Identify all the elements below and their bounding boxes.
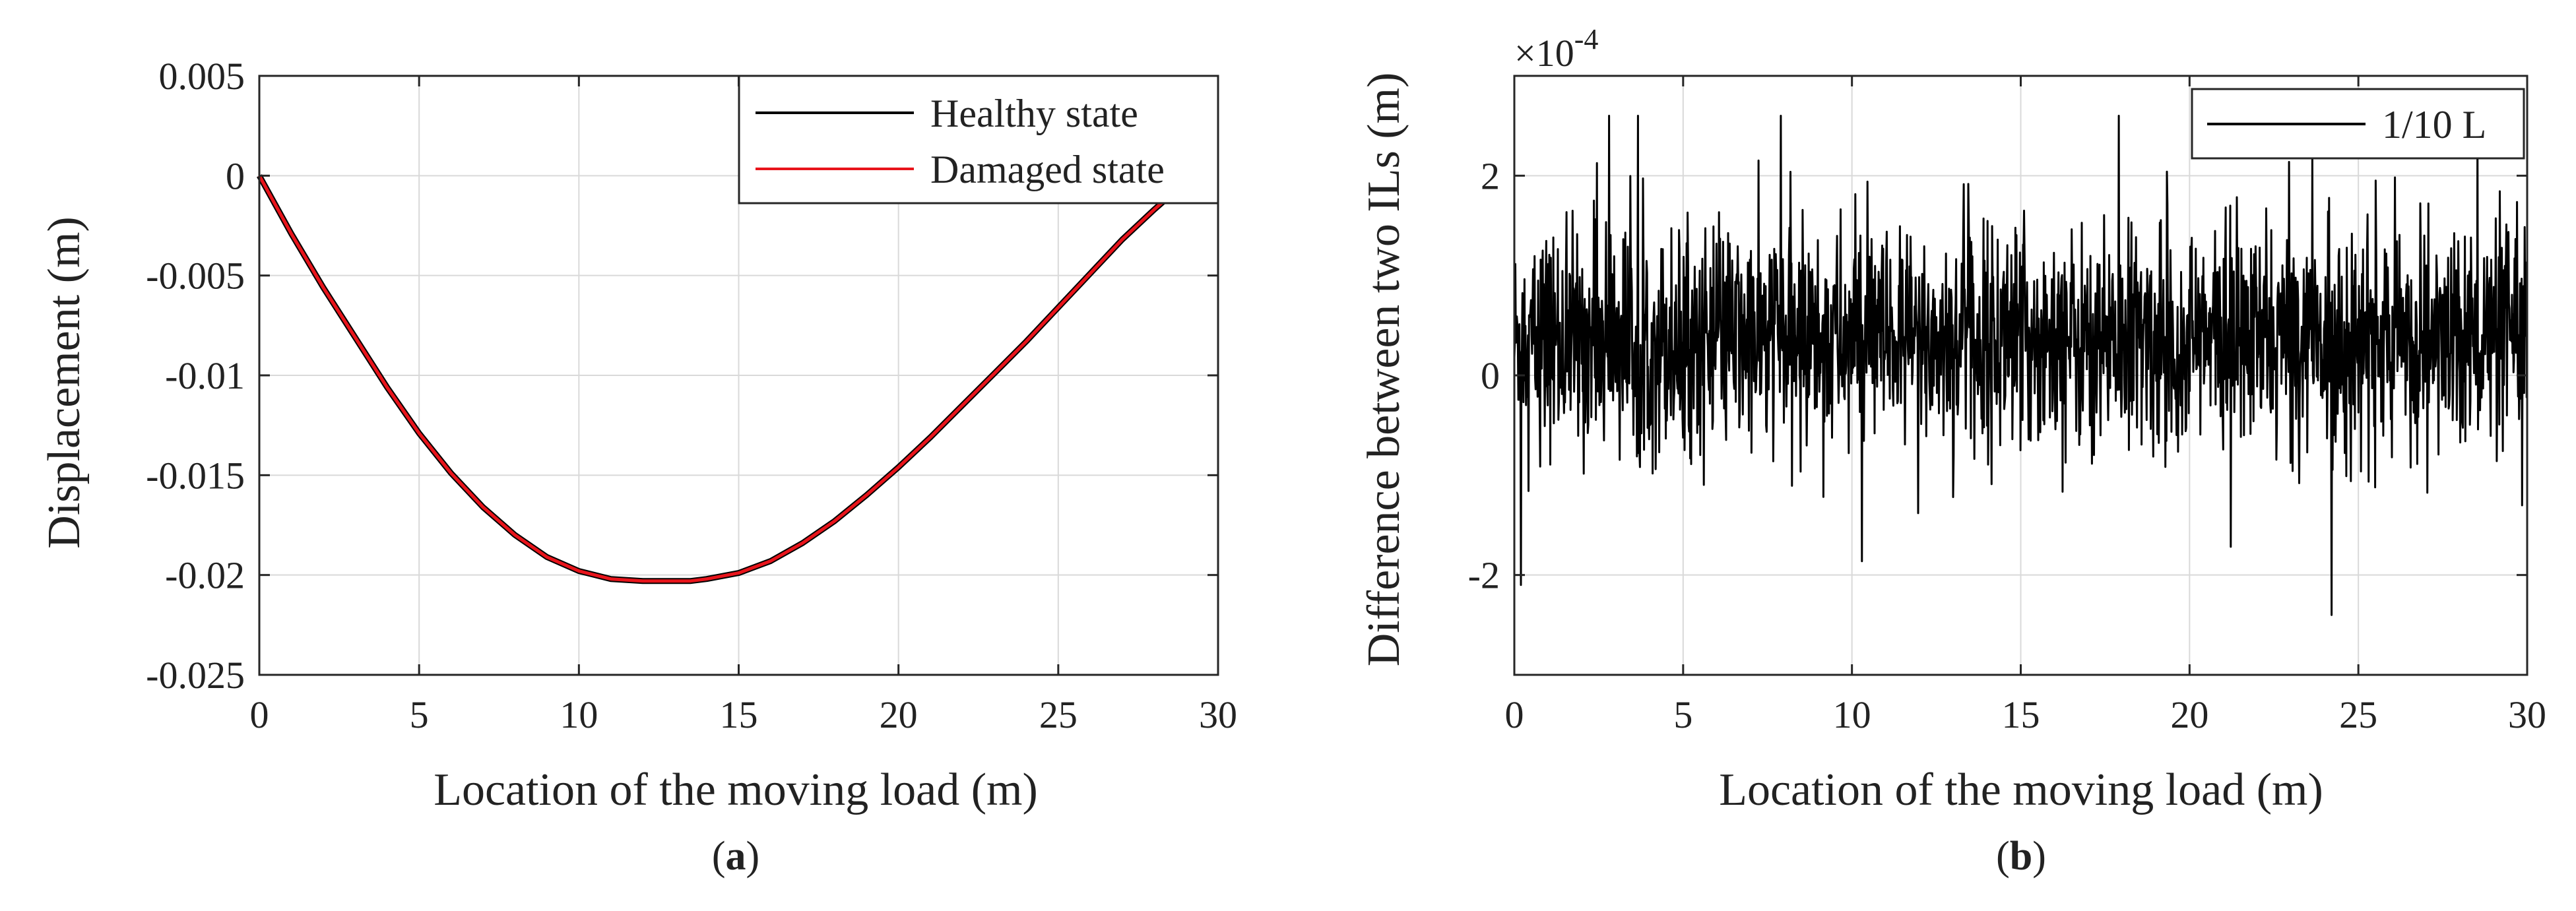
y-tick-label: -0.025 bbox=[146, 654, 245, 697]
x-axis-label-a: Location of the moving load (m) bbox=[434, 765, 1038, 815]
x-tick-labels-b: 0 5 10 15 20 25 30 bbox=[1505, 693, 2547, 736]
y-tick-label: -2 bbox=[1468, 554, 1500, 597]
y-tick-label: -0.015 bbox=[146, 454, 245, 497]
y-axis-label-b: Difference between two ILs (m) bbox=[1359, 73, 1409, 667]
y-exponent-power-b: -4 bbox=[1574, 23, 1599, 55]
x-tick-label: 10 bbox=[560, 693, 598, 736]
caption-a-open: ( bbox=[712, 834, 726, 879]
series-a bbox=[257, 165, 1204, 584]
y-tick-label: 2 bbox=[1481, 154, 1500, 197]
y-tick-label: -0.01 bbox=[165, 354, 245, 397]
tick-marks-b bbox=[1513, 76, 2528, 675]
legend-box-a bbox=[738, 75, 1219, 204]
series-line-1-10-L bbox=[1513, 115, 2528, 616]
legend-label-damaged: Damaged state bbox=[930, 148, 1165, 191]
caption-b-close: ) bbox=[2032, 834, 2046, 879]
legend-label-1-10-L: 1/10 L bbox=[2382, 103, 2486, 146]
y-exponent-prefix-b: ×10 bbox=[1514, 32, 1574, 75]
x-tick-label: 25 bbox=[2339, 693, 2377, 736]
caption-b-letter: b bbox=[2010, 834, 2032, 879]
y-tick-label: 0 bbox=[1481, 354, 1500, 397]
y-tick-labels-a: 0.005 0 -0.005 -0.01 -0.015 -0.02 -0.025 bbox=[146, 55, 245, 697]
panel-a: 0 5 10 15 20 25 30 0.005 0 -0.005 -0.01 -0.015 -0.0… bbox=[39, 55, 1237, 879]
x-tick-label: 0 bbox=[250, 693, 269, 736]
x-tick-label: 20 bbox=[880, 693, 918, 736]
x-axis-label-b: Location of the moving load (m) bbox=[1719, 765, 2323, 815]
series-line-healthy bbox=[257, 165, 1204, 584]
y-exponent-label-b: ×10-4 bbox=[1514, 23, 1598, 75]
x-tick-label: 10 bbox=[1833, 693, 1871, 736]
x-tick-label: 20 bbox=[2170, 693, 2208, 736]
x-tick-label: 0 bbox=[1505, 693, 1524, 736]
panel-b: 0 5 10 15 20 25 30 20-2 ×10-4 Location of the … bbox=[1359, 23, 2546, 879]
legend-b: 1/10 L bbox=[2191, 88, 2525, 160]
legend-a: Healthy state Damaged state bbox=[738, 75, 1219, 204]
y-axis-label-a: Displacement (m) bbox=[39, 216, 90, 548]
y-tick-label: -0.005 bbox=[146, 255, 245, 298]
legend-label-healthy: Healthy state bbox=[930, 92, 1138, 135]
caption-b: (b) bbox=[1996, 834, 2046, 879]
x-tick-label: 15 bbox=[2002, 693, 2040, 736]
series-b bbox=[1513, 115, 2528, 616]
caption-a-letter: a bbox=[726, 834, 746, 879]
x-tick-labels-a: 0 5 10 15 20 25 30 bbox=[250, 693, 1238, 736]
y-tick-label: 0 bbox=[226, 154, 245, 197]
caption-a-close: ) bbox=[746, 834, 760, 879]
y-tick-labels-b: 2 0 -2 bbox=[1468, 154, 1500, 596]
y-tick-label: 0.005 bbox=[159, 55, 245, 98]
x-tick-label: 30 bbox=[2508, 693, 2546, 736]
x-tick-label: 5 bbox=[1673, 693, 1692, 736]
caption-b-open: ( bbox=[1996, 834, 2010, 879]
x-tick-label: 30 bbox=[1199, 693, 1237, 736]
x-tick-label: 15 bbox=[720, 693, 758, 736]
series-line-damaged bbox=[257, 166, 1204, 583]
x-tick-label: 5 bbox=[410, 693, 429, 736]
x-tick-label: 25 bbox=[1039, 693, 1078, 736]
y-tick-label: -0.02 bbox=[165, 554, 245, 597]
caption-a: (a) bbox=[712, 834, 759, 879]
